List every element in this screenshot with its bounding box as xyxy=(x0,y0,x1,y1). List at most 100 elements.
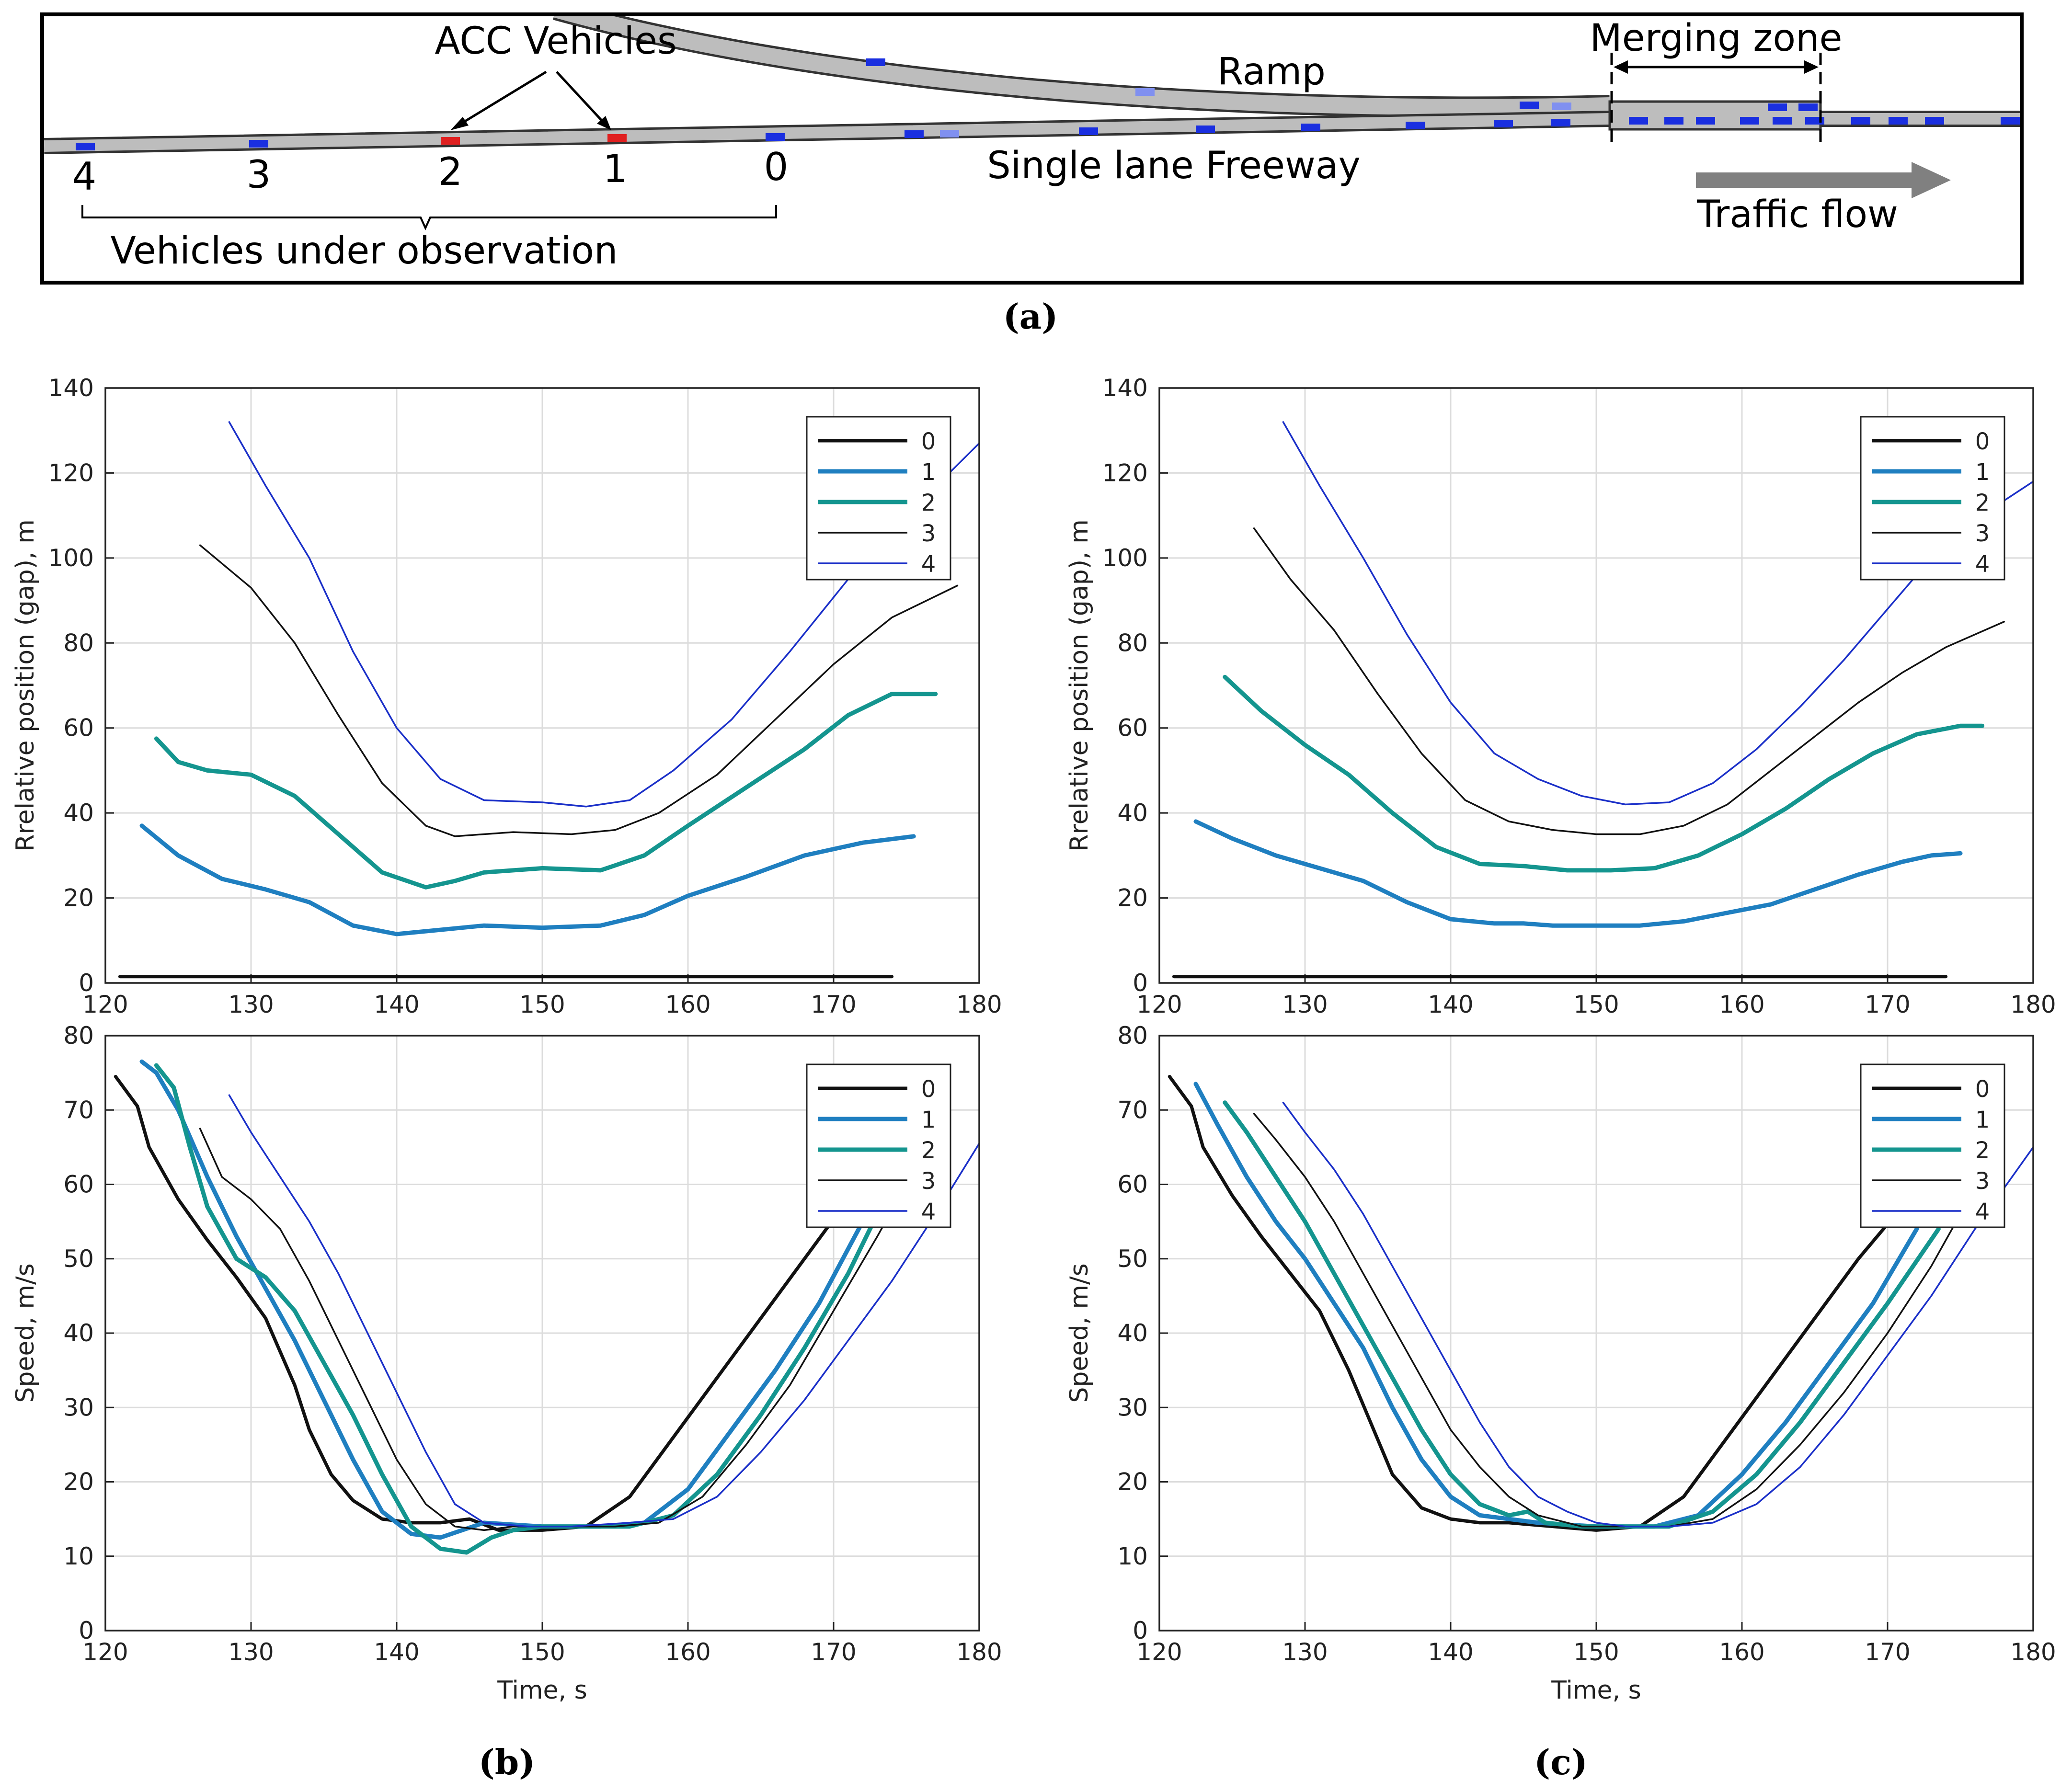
x-tick-label: 150 xyxy=(1573,1638,1619,1666)
legend: 0 1 2 3 4 xyxy=(806,416,951,581)
x-tick-label: 130 xyxy=(228,991,274,1018)
series-line-2 xyxy=(1223,674,1985,873)
legend-box xyxy=(1860,416,2005,581)
vehicle xyxy=(1629,117,1648,125)
legend-label-3: 3 xyxy=(921,520,936,547)
chart-b-gap: 120 130 140 150 160 170 180020406080100120140R… xyxy=(11,374,1002,1018)
x-tick-label: 140 xyxy=(374,1638,419,1666)
series-line-4 xyxy=(228,1094,979,1528)
y-tick-label: 80 xyxy=(1117,1022,1148,1050)
acc-vehicle xyxy=(607,134,627,142)
legend-label-0: 0 xyxy=(921,428,936,455)
legend: 0 1 2 3 4 xyxy=(1860,416,2005,581)
traffic-flow-arrow xyxy=(1696,162,1951,198)
series-line-2 xyxy=(154,1063,880,1555)
vehicle xyxy=(1135,88,1155,96)
y-axis-label: Speed, m/s xyxy=(1065,1263,1094,1403)
y-tick-label: 70 xyxy=(1117,1096,1148,1124)
y-tick-label: 0 xyxy=(1133,1617,1148,1644)
legend-label-0: 0 xyxy=(1975,1076,1990,1103)
series-line-3 xyxy=(199,544,959,837)
legend: 0 1 2 3 4 xyxy=(1860,1063,2005,1228)
vehicle-number: 4 xyxy=(72,154,97,199)
series-line-3 xyxy=(1253,1113,1961,1528)
observation-label: Vehicles under observation xyxy=(111,229,618,273)
legend-label-1: 1 xyxy=(1975,459,1990,486)
vehicle xyxy=(1740,117,1759,125)
vehicle xyxy=(1851,117,1870,125)
y-tick-label: 140 xyxy=(1102,374,1148,402)
y-axis-label: Rrelative position (gap), m xyxy=(11,519,40,851)
panel-a: ACC Vehicles Ramp Merging zone Single la… xyxy=(40,12,2024,337)
legend-label-3: 3 xyxy=(1975,520,1990,547)
x-tick-label: 160 xyxy=(665,1638,710,1666)
flow-label: Traffic flow xyxy=(1696,193,1898,236)
vehicle xyxy=(1494,120,1513,127)
legend-label-0: 0 xyxy=(1975,428,1990,455)
series-line-0 xyxy=(1168,1074,1904,1532)
vehicle-number: 0 xyxy=(764,145,789,189)
y-tick-label: 50 xyxy=(1117,1245,1148,1273)
y-axis-label: Speed, m/s xyxy=(11,1263,40,1403)
series-line-4 xyxy=(1282,1101,2033,1528)
vehicle xyxy=(1196,126,1215,133)
y-tick-label: 20 xyxy=(1117,1468,1148,1496)
y-tick-label: 0 xyxy=(1133,969,1148,997)
x-tick-label: 170 xyxy=(1865,1638,1910,1666)
vehicle xyxy=(1079,127,1098,135)
vehicle xyxy=(1406,122,1425,129)
acc-arrow-2 xyxy=(457,70,547,127)
series-line-4 xyxy=(228,421,979,808)
y-tick-label: 10 xyxy=(1117,1542,1148,1570)
y-tick-label: 80 xyxy=(63,629,94,657)
vehicle xyxy=(905,130,924,138)
x-tick-label: 120 xyxy=(82,1638,128,1666)
x-tick-label: 140 xyxy=(1428,991,1473,1018)
vehicle xyxy=(766,133,785,141)
y-tick-label: 40 xyxy=(63,1319,94,1347)
series-group xyxy=(1168,1074,2033,1532)
x-tick-label: 160 xyxy=(665,991,710,1018)
panel-b-label: (b) xyxy=(479,1742,535,1782)
vehicle xyxy=(2001,117,2020,125)
legend-label-3: 3 xyxy=(921,1168,936,1195)
series-line-3 xyxy=(199,1128,907,1531)
y-tick-label: 100 xyxy=(48,544,94,572)
chart-c-gap: 120 130 140 150 160 170 180020406080100120140R… xyxy=(1065,374,2056,1018)
legend-box xyxy=(806,416,951,581)
x-tick-label: 170 xyxy=(811,1638,856,1666)
vehicle xyxy=(1768,103,1787,111)
y-tick-label: 60 xyxy=(1117,1171,1148,1198)
legend-label-1: 1 xyxy=(921,459,936,486)
series-line-2 xyxy=(1223,1100,1941,1529)
observation-brace xyxy=(81,205,777,230)
vehicle xyxy=(866,58,885,66)
arrowhead xyxy=(450,117,469,130)
x-tick-label: 120 xyxy=(1136,1638,1182,1666)
legend-label-0: 0 xyxy=(921,1076,936,1103)
y-tick-label: 40 xyxy=(1117,1319,1148,1347)
x-axis-label: Time, s xyxy=(497,1676,587,1705)
x-tick-label: 130 xyxy=(1282,1638,1328,1666)
vehicle xyxy=(1301,124,1320,131)
x-tick-label: 160 xyxy=(1719,991,1764,1018)
ramp-road-surface xyxy=(553,16,1610,115)
vehicle xyxy=(1773,117,1792,125)
legend-label-4: 4 xyxy=(921,1198,936,1225)
y-tick-label: 120 xyxy=(48,459,94,487)
x-tick-label: 180 xyxy=(956,1638,1002,1666)
charts: 120 130 140 150 160 170 180020406080100120140R… xyxy=(11,374,2056,1705)
vehicle xyxy=(1798,103,1818,111)
y-tick-label: 80 xyxy=(1117,629,1148,657)
chart-b-speed: 120 130 140 150 160 170 18001020304050607080Sp… xyxy=(11,1022,1002,1705)
x-tick-label: 150 xyxy=(519,1638,565,1666)
vehicle xyxy=(940,130,959,137)
freeway-label: Single lane Freeway xyxy=(987,144,1361,187)
series-line-1 xyxy=(1193,1082,1919,1529)
acc-arrow-1 xyxy=(556,71,606,125)
legend-label-2: 2 xyxy=(921,490,936,516)
x-tick-label: 140 xyxy=(1428,1638,1473,1666)
legend-label-2: 2 xyxy=(1975,1137,1990,1164)
x-tick-label: 180 xyxy=(2010,991,2056,1018)
merging-zone-road xyxy=(1608,100,1822,131)
